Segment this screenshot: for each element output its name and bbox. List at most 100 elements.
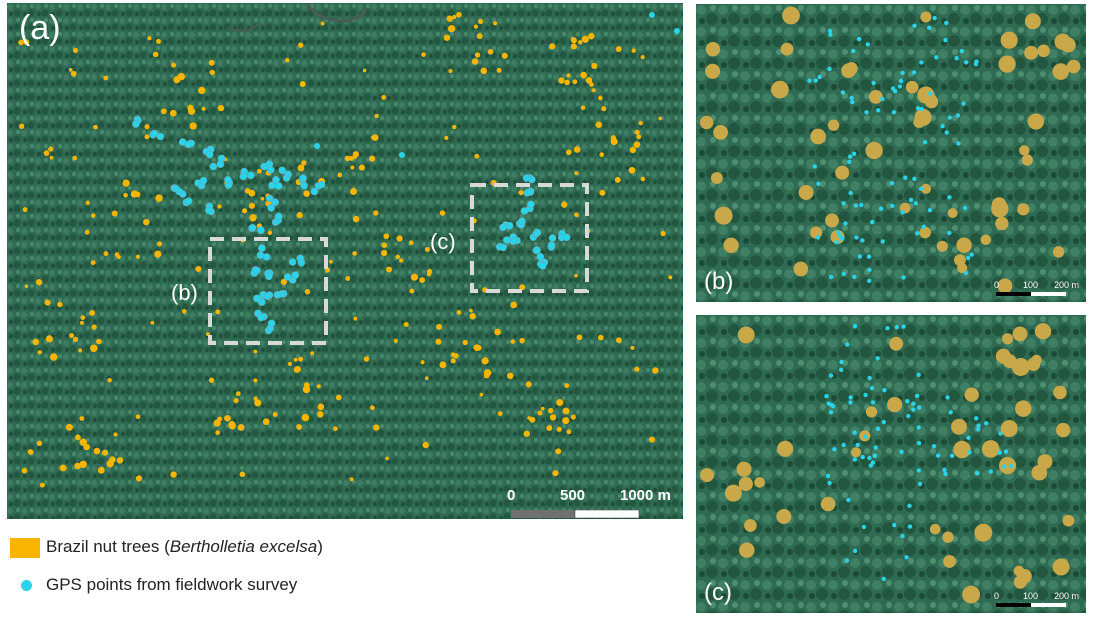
brazil-nut-tree-marker xyxy=(483,372,490,379)
gps-point-marker xyxy=(905,399,910,404)
brazil-nut-tree-marker xyxy=(573,146,581,153)
brazil-nut-tree-marker xyxy=(49,155,54,160)
gps-point-marker xyxy=(908,197,914,203)
tree-crown-marker xyxy=(981,440,1000,458)
gps-point-marker xyxy=(527,200,535,209)
gps-point-markers xyxy=(132,12,680,335)
gps-point-marker xyxy=(961,101,966,106)
brazil-nut-tree-marker xyxy=(106,459,114,468)
tree-crown-marker xyxy=(974,523,993,542)
gps-point-marker xyxy=(956,141,961,146)
brazil-nut-tree-marker xyxy=(345,276,351,281)
brazil-nut-tree-marker xyxy=(462,339,468,346)
tree-crown-marker xyxy=(999,457,1017,475)
gps-point-marker xyxy=(947,195,952,200)
gps-point-marker xyxy=(257,226,265,235)
brazil-nut-tree-marker xyxy=(349,156,354,161)
brazil-nut-tree-marker xyxy=(74,462,81,470)
brazil-nut-tree-marker xyxy=(27,449,34,455)
gps-point-marker xyxy=(274,182,283,190)
brazil-nut-tree-marker xyxy=(310,351,315,356)
gps-point-marker xyxy=(399,152,405,158)
brazil-nut-tree-marker xyxy=(75,434,81,441)
gps-point-marker xyxy=(959,48,964,54)
inset-b-gps-points xyxy=(807,15,979,283)
brazil-nut-tree-marker xyxy=(380,249,388,257)
brazil-nut-tree-marker xyxy=(403,321,409,328)
inset-b-canvas xyxy=(696,4,1086,302)
scale-bar-dark xyxy=(511,510,575,518)
brazil-nut-tree-marker xyxy=(36,440,43,447)
brazil-nut-tree-marker xyxy=(588,32,595,40)
tree-crown-marker xyxy=(887,396,903,413)
tree-crown-marker xyxy=(917,86,935,104)
brazil-nut-tree-marker xyxy=(585,77,593,84)
tree-crown-marker xyxy=(700,468,714,483)
brazil-nut-tree-marker xyxy=(510,339,516,344)
tree-crown-marker xyxy=(1017,203,1030,216)
gps-point-marker xyxy=(852,457,857,462)
gps-point-marker xyxy=(860,454,865,460)
brazil-nut-tree-marker xyxy=(189,122,197,130)
gps-point-marker xyxy=(547,241,556,249)
tree-crown-marker xyxy=(1066,59,1081,74)
brazil-nut-tree-marker xyxy=(72,47,79,54)
legend-item-brazil-nut: Brazil nut trees (Bertholletia excelsa) xyxy=(10,537,410,559)
tree-crown-marker xyxy=(739,542,755,558)
gps-point-marker xyxy=(955,113,961,118)
tree-crown-marker xyxy=(844,62,858,75)
gps-point-marker xyxy=(976,423,981,428)
tree-crown-marker xyxy=(1026,357,1041,371)
brazil-nut-tree-marker xyxy=(293,357,298,362)
brazil-nut-tree-marker xyxy=(160,108,167,115)
gps-point-marker xyxy=(867,278,872,283)
brazil-nut-tree-marker xyxy=(301,160,307,166)
gps-point-marker xyxy=(875,426,881,431)
brazil-nut-tree-marker xyxy=(424,246,430,253)
gps-point-marker xyxy=(268,181,276,190)
brazil-nut-tree-marker xyxy=(272,411,278,418)
brazil-nut-tree-marker xyxy=(574,273,578,278)
brazil-nut-tree-marker xyxy=(395,254,401,260)
gps-point-marker xyxy=(863,434,868,439)
brazil-nut-tree-marker xyxy=(130,190,139,198)
gps-point-marker xyxy=(866,254,872,259)
brazil-nut-tree-marker xyxy=(562,417,570,425)
gps-point-marker xyxy=(916,440,922,446)
brazil-nut-tree-marker xyxy=(37,350,42,355)
gps-point-marker xyxy=(848,154,853,159)
brazil-nut-tree-marker xyxy=(540,406,545,411)
brazil-nut-tree-marker xyxy=(215,430,221,435)
panel-b-label: (b) xyxy=(704,268,734,295)
tree-crown-marker xyxy=(1013,565,1025,577)
brazil-nut-tree-marker xyxy=(248,189,256,197)
brazil-nut-tree-marker xyxy=(634,129,640,135)
gps-point-marker xyxy=(917,405,922,410)
gps-point-marker xyxy=(915,106,921,111)
brazil-nut-tree-marker xyxy=(248,202,256,209)
brazil-nut-tree-marker xyxy=(473,24,478,29)
gps-point-marker xyxy=(913,201,918,206)
brazil-nut-tree-marker xyxy=(217,204,222,209)
gps-point-marker xyxy=(864,110,869,115)
scale-bar-light xyxy=(574,509,640,519)
gps-point-marker xyxy=(836,230,841,235)
gps-point-marker xyxy=(828,32,833,37)
brazil-nut-tree-marker xyxy=(143,218,150,226)
inset-c-tree-crowns xyxy=(700,323,1075,604)
brazil-nut-tree-marker xyxy=(177,72,185,81)
brazil-nut-tree-marker xyxy=(549,414,557,421)
gps-point-marker xyxy=(911,401,916,406)
brazil-nut-tree-marker xyxy=(633,141,641,148)
brazil-nut-tree-marker xyxy=(419,277,426,283)
brazil-nut-tree-marker xyxy=(369,405,375,411)
brazil-nut-tree-marker xyxy=(181,309,187,314)
brazil-nut-tree-marker xyxy=(317,403,325,411)
tree-crown-marker xyxy=(835,165,850,180)
gps-point-marker xyxy=(520,207,529,215)
brazil-nut-tree-marker xyxy=(546,425,553,432)
brazil-nut-tree-marker xyxy=(556,426,562,432)
gps-point-marker xyxy=(247,171,255,180)
tree-crown-marker xyxy=(920,11,932,23)
brazil-nut-tree-marker xyxy=(469,308,473,313)
